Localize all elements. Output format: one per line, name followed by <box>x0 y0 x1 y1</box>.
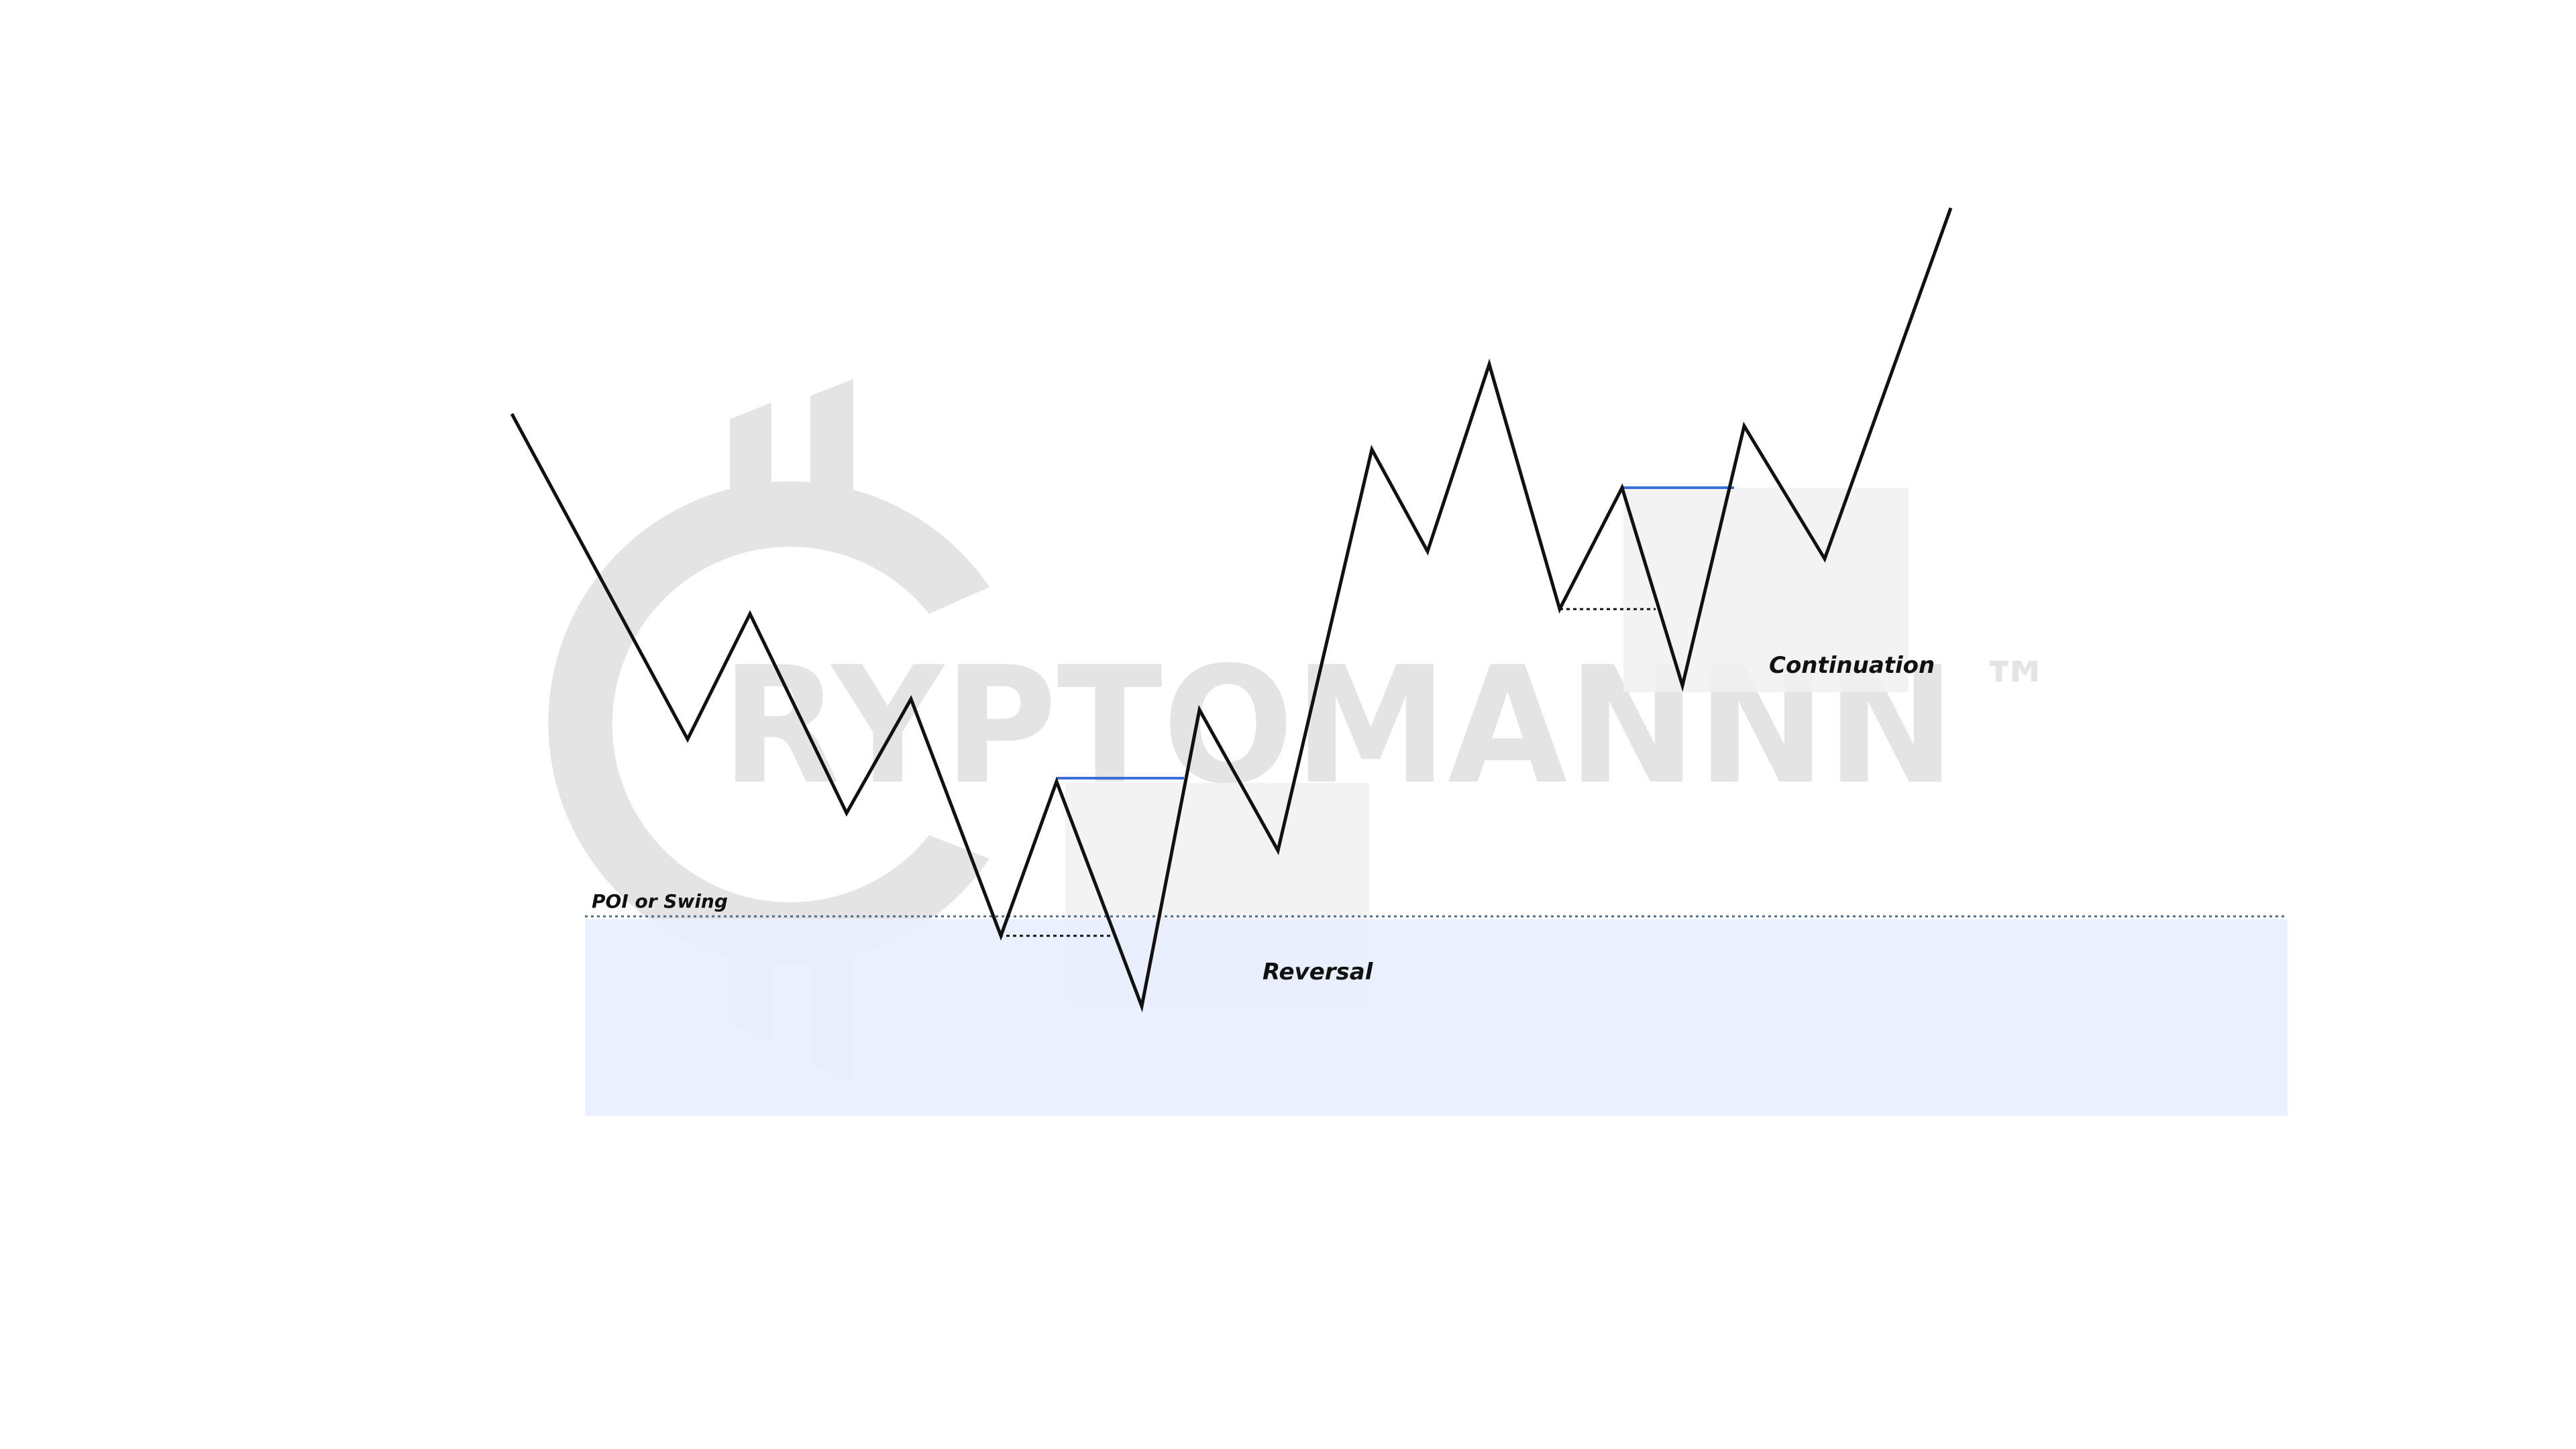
watermark-trademark: ™ <box>1979 646 2053 732</box>
poi-zone <box>585 919 2288 1116</box>
watermark-bar <box>810 379 853 493</box>
reversal-label: Reversal <box>1263 959 1374 985</box>
continuation-structure-box <box>1623 488 1909 692</box>
price-path <box>510 207 1953 1013</box>
poi-label: POI or Swing <box>592 890 728 912</box>
continuation-label: Continuation <box>1769 652 1935 679</box>
watermark-bar <box>730 402 771 493</box>
watermark-coin-logo <box>548 481 989 965</box>
